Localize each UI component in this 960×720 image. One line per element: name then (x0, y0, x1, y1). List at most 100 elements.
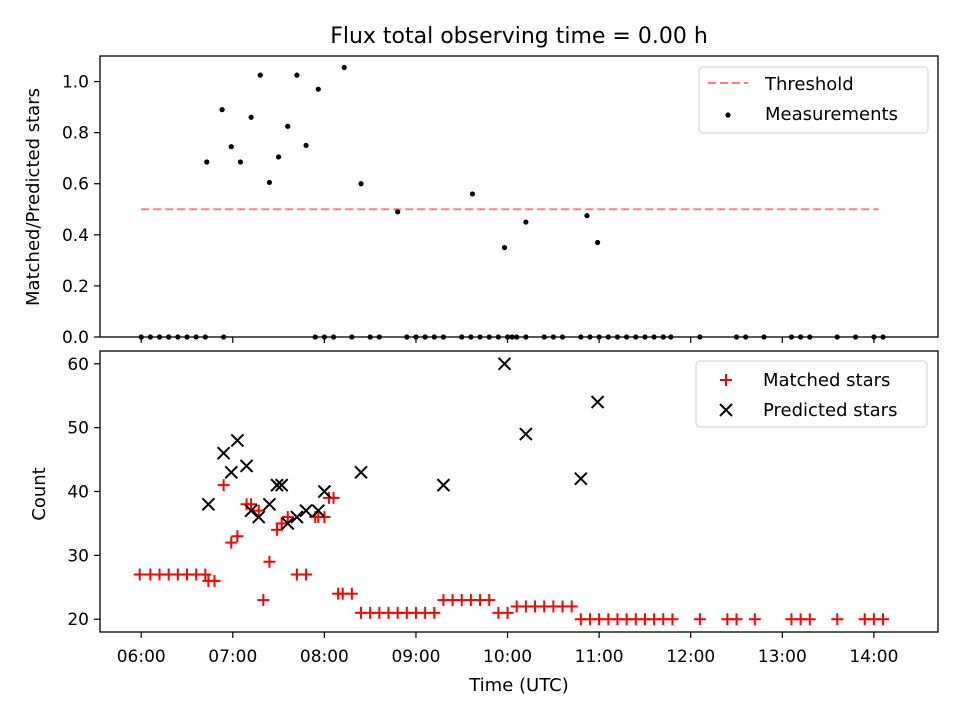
matched-stars-marker (428, 606, 441, 619)
predicted-stars-marker (299, 503, 313, 518)
matched-stars-legend-label: Matched stars (763, 370, 890, 391)
measurements-point (228, 144, 234, 150)
count-marks (133, 357, 890, 626)
matched-stars-marker (501, 606, 514, 619)
predicted-stars-marker (216, 446, 231, 460)
ratio-y-axis-label: Matched/Predicted stars (23, 88, 44, 306)
measurements-point (275, 154, 282, 160)
x-tick-label: 08:00 (300, 647, 349, 667)
threshold-legend-label: Threshold (764, 74, 854, 95)
matched-stars-marker (225, 536, 238, 549)
predicted-stars-marker (262, 497, 277, 511)
matched-stars-marker (345, 587, 358, 600)
matched-stars-marker (217, 479, 230, 492)
count-axes: 06:00 07:00 08:00 09:00 10:00 11:00 12:00 13:00… (67, 355, 898, 667)
matched-stars-marker (252, 504, 265, 517)
count-y-tick-label: 60 (67, 355, 89, 375)
ratio-y-tick-label: 0.0 (62, 328, 89, 348)
matched-stars-marker (208, 574, 221, 587)
measurements-point (285, 123, 291, 129)
count-y-tick-label: 50 (67, 419, 89, 439)
ratio-y-tick-label: 1.0 (62, 73, 89, 93)
measurements-point (248, 114, 254, 120)
predicted-stars-marker (252, 510, 266, 524)
ratio-y-tick-label: 0.2 (62, 277, 89, 297)
predicted-stars-marker (354, 465, 368, 480)
matched-stars-marker (666, 613, 679, 626)
measurements-legend-icon (725, 112, 731, 118)
ratio-y-tick-label: 0.4 (62, 226, 89, 246)
matched-stars-marker (231, 530, 244, 543)
predicted-stars-marker (230, 433, 245, 448)
matched-stars-marker (831, 613, 844, 626)
predicted-stars-marker (590, 395, 605, 409)
ratio-legend-frame (698, 66, 929, 134)
matched-stars-marker (877, 613, 890, 626)
matched-stars-marker (275, 517, 288, 530)
x-tick-label: 14:00 (849, 647, 898, 667)
measurements-point (584, 213, 590, 219)
measurements-point (219, 107, 225, 113)
measurements-point (204, 159, 210, 165)
matched-stars-legend-icon (720, 374, 732, 386)
matched-stars-marker (281, 511, 294, 524)
matched-stars-marker (300, 568, 313, 581)
predicted-stars-marker (519, 427, 533, 441)
measurements-point (315, 86, 321, 92)
count-y-axis-label: Count (29, 467, 50, 520)
matched-stars-marker (483, 594, 496, 607)
x-tick-label: 11:00 (575, 647, 624, 667)
matched-stars-marker (803, 613, 816, 626)
figure-title: Flux total observing time = 0.00 h (330, 24, 708, 49)
ratio-y-tick-label: 0.8 (62, 124, 89, 144)
count-panel: 06:00 07:00 08:00 09:00 10:00 11:00 12:00 13:00… (29, 350, 939, 696)
measurements-point (303, 142, 309, 149)
matched-stars-marker (271, 523, 284, 536)
measurements-point (523, 219, 529, 225)
measurements-point (294, 72, 300, 78)
measurements-point (341, 64, 347, 71)
predicted-stars-marker (311, 503, 325, 518)
x-tick-label: 13:00 (758, 647, 807, 667)
predicted-stars-marker (224, 465, 238, 480)
predicted-stars-legend-icon (719, 403, 733, 417)
predicted-stars-marker (317, 484, 332, 499)
x-tick-label: 07:00 (208, 647, 257, 667)
ratio-legend: Threshold Measurements (698, 66, 929, 134)
measurements-point (501, 244, 508, 251)
predicted-stars-marker (497, 357, 512, 371)
matched-stars-marker (199, 568, 212, 581)
matched-stars-marker (748, 613, 761, 626)
count-legend-frame (695, 360, 928, 428)
ratio-panel: 0.0 0.2 0.4 0.6 0.8 1.0 Matched/Predicted sta… (23, 55, 939, 348)
predicted-stars-marker (281, 516, 295, 531)
predicted-stars-marker (274, 478, 289, 492)
ratio-y-tick-label: 0.6 (62, 175, 89, 195)
measurements-legend-label: Measurements (765, 104, 898, 125)
x-tick-label: 06:00 (117, 647, 166, 667)
predicted-stars-legend-label: Predicted stars (763, 400, 897, 421)
ratio-axes: 0.0 0.2 0.4 0.6 0.8 1.0 (62, 73, 875, 348)
count-y-tick-label: 20 (67, 610, 89, 630)
matched-stars-marker (245, 498, 258, 511)
predicted-stars-marker (201, 497, 216, 511)
x-tick-label: 10:00 (483, 647, 532, 667)
matched-stars-marker (133, 568, 146, 581)
matched-stars-marker (318, 511, 331, 524)
measurements-point (395, 209, 401, 215)
measurements-point (595, 239, 601, 246)
ratio-axes-frame (99, 55, 939, 338)
measurements-point (358, 181, 364, 187)
predicted-stars-marker (239, 459, 254, 473)
count-legend: Matched stars Predicted stars (695, 360, 928, 428)
matched-stars-marker (263, 555, 276, 568)
measurements-point (237, 159, 244, 165)
x-tick-label: 12:00 (666, 647, 715, 667)
measurements-point (257, 72, 263, 78)
predicted-stars-marker (290, 510, 304, 524)
measurements-point (469, 191, 476, 197)
matched-stars-marker (565, 600, 578, 613)
matched-stars-marker (693, 613, 706, 626)
predicted-stars-marker (270, 478, 284, 492)
